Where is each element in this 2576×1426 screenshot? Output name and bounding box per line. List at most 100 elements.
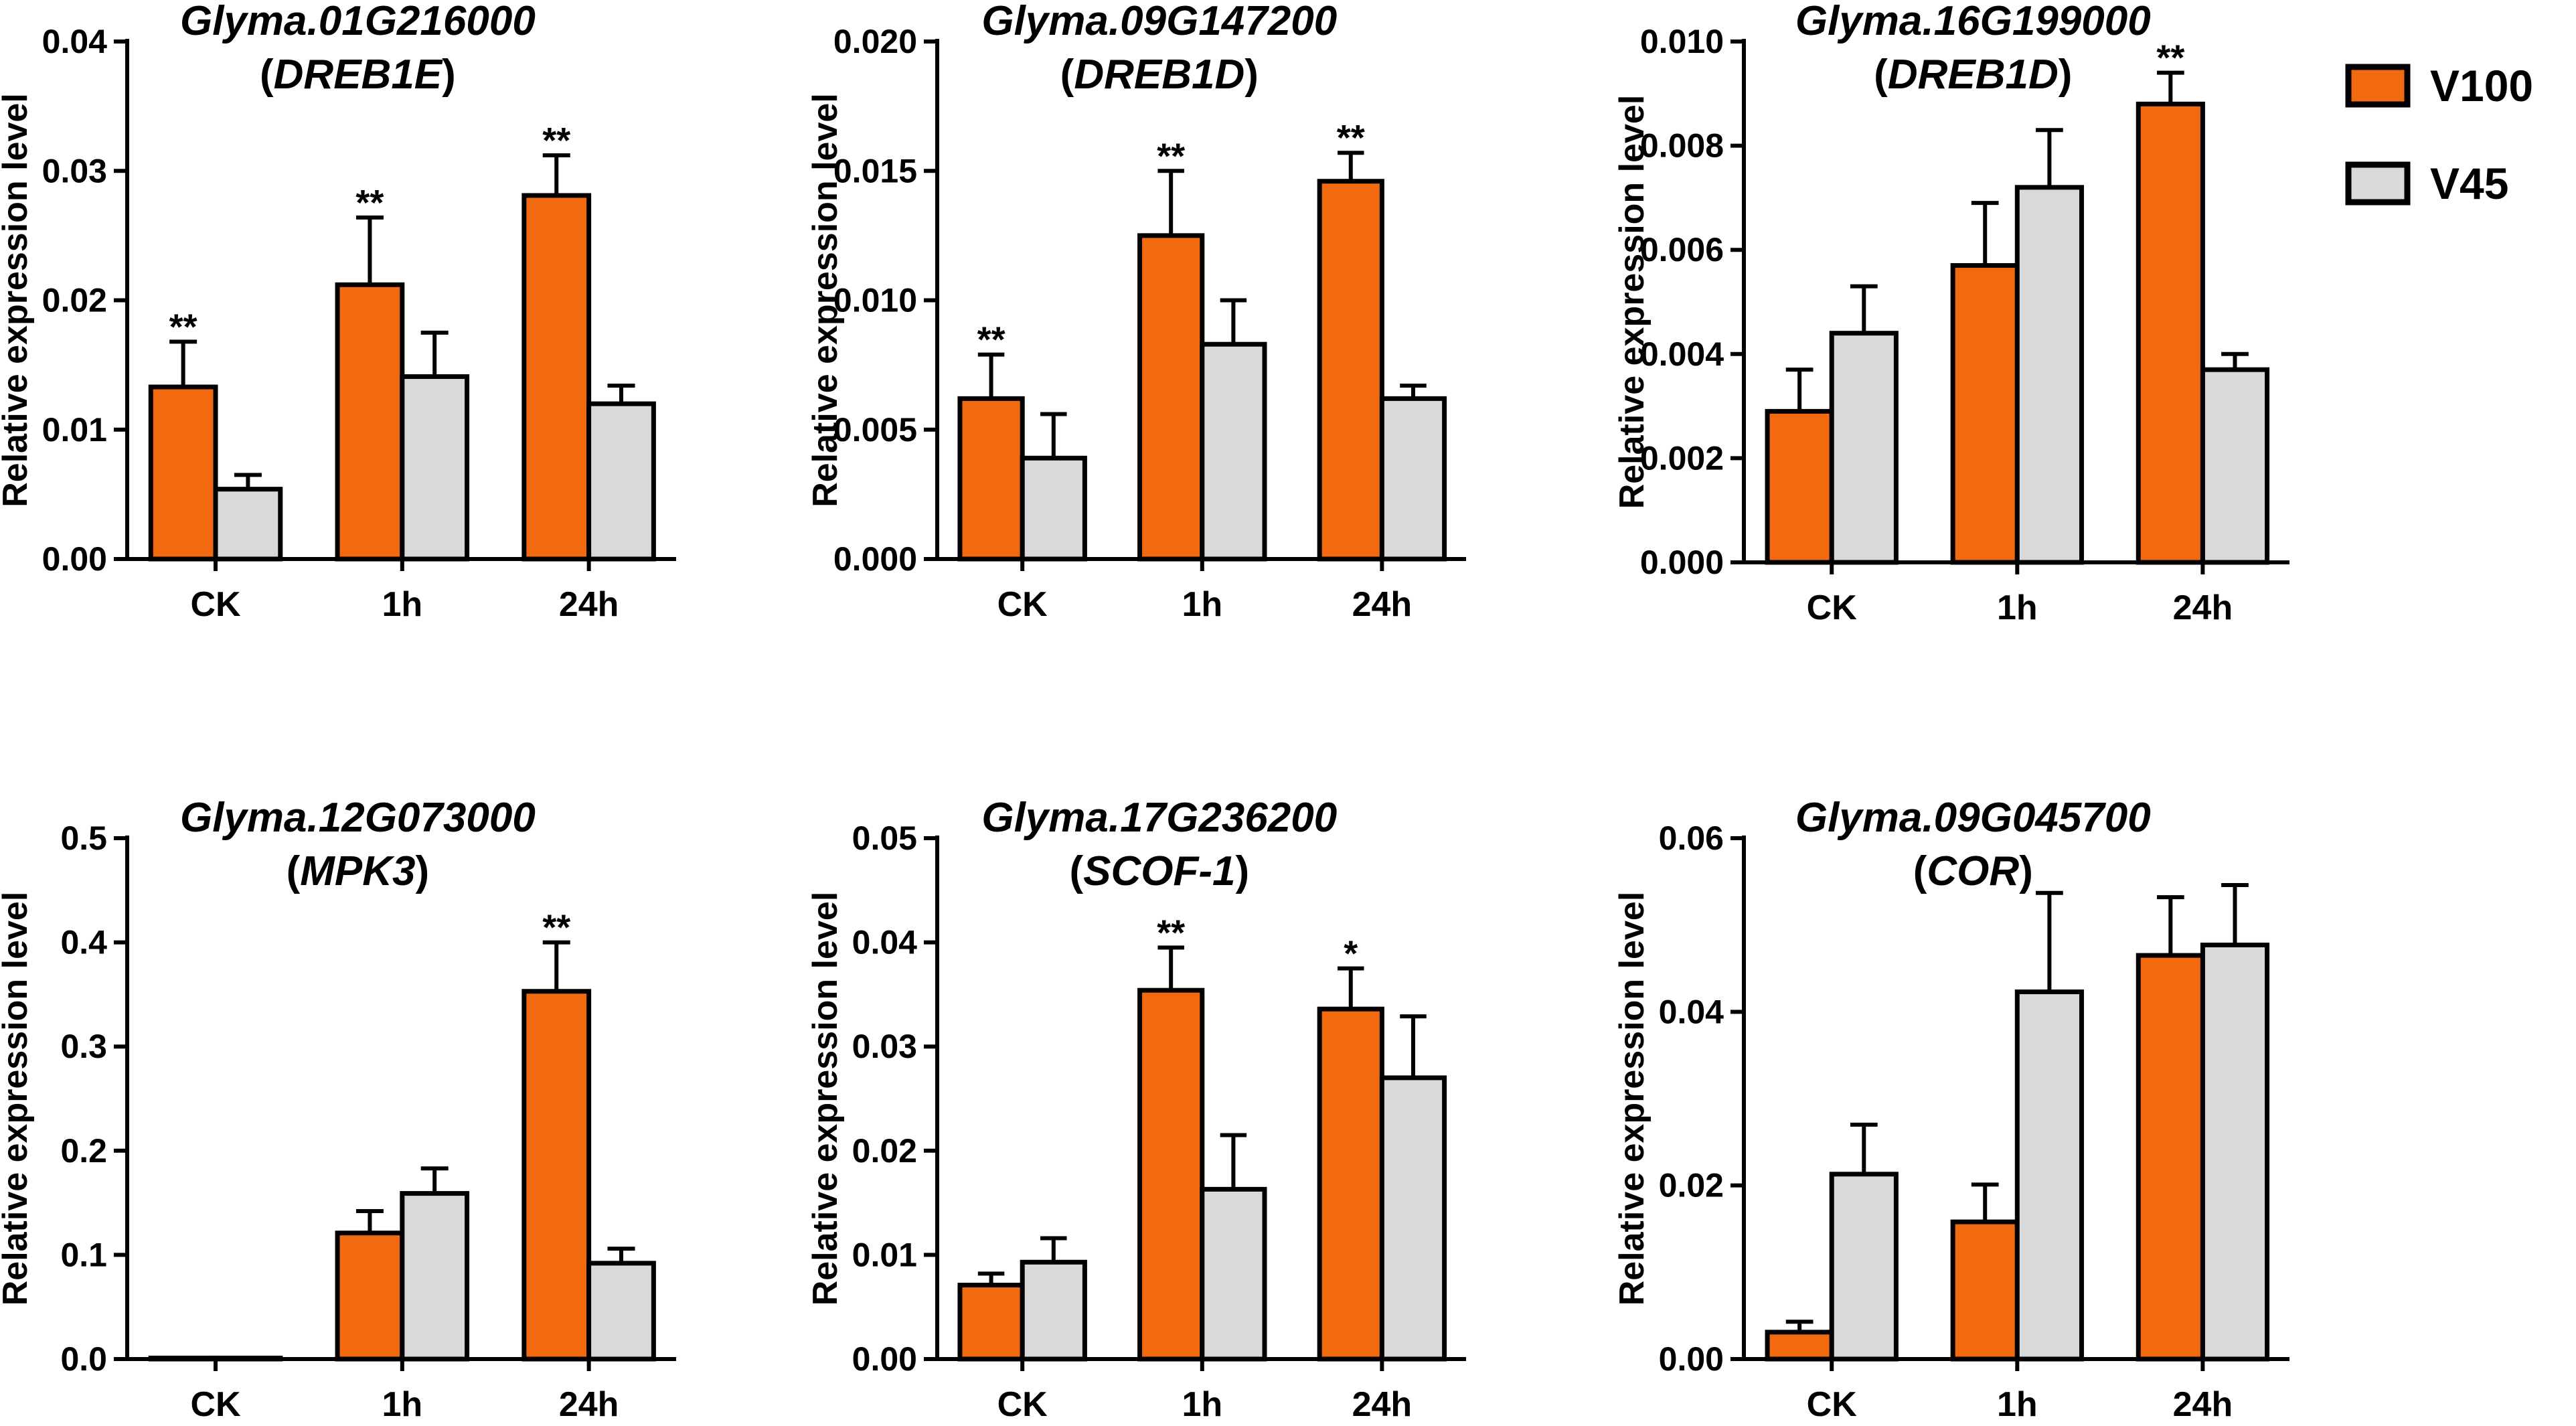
bar-v45-24h xyxy=(2200,367,2270,565)
x-tick-label: CK xyxy=(997,585,1048,624)
bar-v100-1h xyxy=(1137,987,1205,1362)
y-tick-label: 0.03 xyxy=(852,1028,917,1065)
bar-v45-ck xyxy=(1020,455,1087,562)
y-tick-label: 0.01 xyxy=(42,411,107,449)
x-tick-label: 1h xyxy=(1182,585,1222,624)
y-axis-label: Relative expression level xyxy=(806,93,845,507)
chart-subtitle: (MPK3) xyxy=(287,848,430,894)
bar-v45-24h xyxy=(586,1261,656,1362)
x-tick-label: 1h xyxy=(1997,1385,2038,1424)
significance-marker: ** xyxy=(542,908,570,948)
bar-v45-1h xyxy=(400,1191,470,1362)
x-tick-label: 1h xyxy=(382,1385,422,1424)
chart-title: Glyma.09G045700 xyxy=(1795,795,2151,841)
chart-title: Glyma.09G147200 xyxy=(981,0,1337,44)
x-tick-label: CK xyxy=(1807,588,1858,627)
bar-v45-1h xyxy=(1200,1186,1267,1362)
y-tick-label: 0.00 xyxy=(42,540,107,578)
x-tick-label: 24h xyxy=(1352,1385,1413,1424)
y-tick-label: 0.04 xyxy=(852,924,918,961)
y-tick-label: 0.06 xyxy=(1659,819,1724,857)
bar-v100-ck xyxy=(148,384,218,562)
y-axis-label: Relative expression level xyxy=(1613,95,1652,509)
chart-subtitle: (DREB1D) xyxy=(1874,52,2072,98)
y-tick-label: 0.3 xyxy=(60,1028,107,1065)
x-tick-label: CK xyxy=(1807,1385,1858,1424)
y-tick-label: 0.010 xyxy=(1640,23,1724,60)
bar-v45-24h xyxy=(586,401,656,562)
bar-v100-24h xyxy=(1317,1006,1384,1362)
y-tick-label: 0.000 xyxy=(1640,544,1724,581)
bar-v100-24h xyxy=(1317,179,1384,562)
bar-v45-ck xyxy=(213,1355,283,1362)
y-tick-label: 0.04 xyxy=(42,23,108,60)
y-tick-label: 0.04 xyxy=(1659,993,1724,1030)
chart-title: Glyma.01G216000 xyxy=(180,0,536,44)
bar-v100-1h xyxy=(1950,263,2020,565)
bar-v45-1h xyxy=(2014,989,2084,1362)
y-tick-label: 0.010 xyxy=(833,282,917,319)
bar-v100-ck xyxy=(1765,408,1834,565)
y-tick-label: 0.00 xyxy=(852,1340,917,1378)
bar-v45-24h xyxy=(1379,396,1447,562)
significance-marker: ** xyxy=(542,121,570,161)
chart-panel-2: 0.000 0.005 0.010 0.015 0.020 Relative expres… xyxy=(806,0,1466,624)
bar-v100-ck xyxy=(148,1355,218,1362)
significance-marker: ** xyxy=(1157,136,1185,176)
legend-swatch-v100 xyxy=(2345,64,2411,108)
y-tick-label: 0.000 xyxy=(833,540,917,578)
y-tick-label: 0.006 xyxy=(1640,231,1724,268)
chart-title: Glyma.17G236200 xyxy=(981,795,1337,841)
y-tick-label: 0.008 xyxy=(1640,127,1724,165)
x-tick-label: 1h xyxy=(382,585,422,624)
chart-subtitle: (COR) xyxy=(1913,848,2033,894)
y-axis-label: Relative expression level xyxy=(1613,892,1652,1306)
chart-title: Glyma.16G199000 xyxy=(1795,0,2151,44)
y-tick-label: 0.1 xyxy=(60,1236,107,1273)
chart-subtitle: (DREB1E) xyxy=(260,52,456,98)
significance-marker: ** xyxy=(169,307,197,347)
legend: V100 V45 xyxy=(2345,61,2533,208)
bar-v100-1h xyxy=(1950,1219,2020,1362)
significance-marker: ** xyxy=(1337,118,1365,158)
bar-v100-1h xyxy=(1137,233,1205,562)
bar-v45-ck xyxy=(213,487,283,562)
x-tick-label: 24h xyxy=(559,1385,619,1424)
chart-subtitle: (DREB1D) xyxy=(1060,52,1259,98)
significance-marker: ** xyxy=(355,183,384,223)
y-axis-label: Relative expression level xyxy=(0,892,35,1306)
y-tick-label: 0.02 xyxy=(852,1132,917,1170)
bar-v45-ck xyxy=(1829,1172,1899,1362)
bar-v45-ck xyxy=(1829,331,1899,565)
y-tick-label: 0.015 xyxy=(833,152,917,189)
x-tick-label: 1h xyxy=(1997,588,2038,627)
y-axis-label: Relative expression level xyxy=(0,93,35,507)
bar-v45-24h xyxy=(1379,1075,1447,1362)
chart-panel-3: 0.000 0.002 0.004 0.006 0.008 0.010 Relative e… xyxy=(1613,0,2289,627)
y-tick-label: 0.05 xyxy=(852,819,917,857)
bar-v100-ck xyxy=(957,396,1025,562)
bar-v100-1h xyxy=(335,282,405,562)
bar-v45-ck xyxy=(1020,1259,1087,1362)
x-tick-label: 24h xyxy=(2173,588,2233,627)
significance-marker: ** xyxy=(2156,38,2184,78)
bar-v100-ck xyxy=(957,1283,1025,1362)
chart-title: Glyma.12G073000 xyxy=(180,795,536,841)
legend-label-v100: V100 xyxy=(2430,61,2533,110)
significance-marker: ** xyxy=(1157,913,1185,953)
bar-v100-24h xyxy=(521,989,592,1362)
y-tick-label: 0.002 xyxy=(1640,439,1724,477)
bar-v45-24h xyxy=(2200,942,2270,1362)
y-tick-label: 0.01 xyxy=(852,1236,917,1273)
x-tick-label: CK xyxy=(997,1385,1048,1424)
y-tick-label: 0.0 xyxy=(60,1340,107,1378)
bar-v45-1h xyxy=(1200,341,1267,562)
y-tick-label: 0.005 xyxy=(833,411,917,449)
x-tick-label: CK xyxy=(190,1385,241,1424)
y-tick-label: 0.02 xyxy=(1659,1167,1724,1204)
y-tick-label: 0.02 xyxy=(42,282,107,319)
legend-swatch-v45 xyxy=(2345,161,2411,206)
